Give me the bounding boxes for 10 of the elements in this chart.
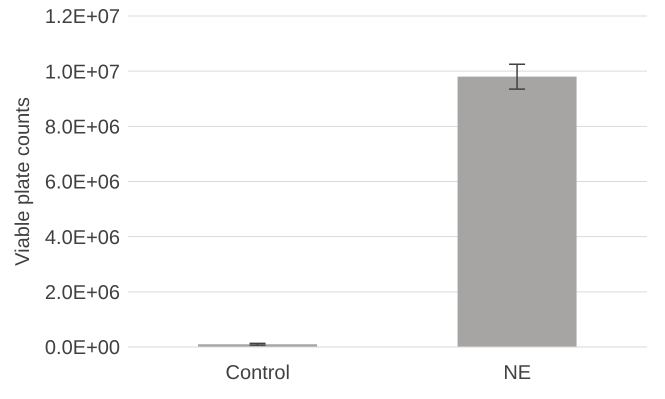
y-tick-label: 4.0E+06 (44, 226, 120, 249)
y-tick-label: 2.0E+06 (44, 282, 120, 304)
y-tick-label: 6.0E+06 (44, 172, 120, 194)
y-tick-label: 1.2E+07 (44, 6, 120, 28)
x-tick-label: NE (503, 362, 532, 384)
y-tick-label: 1.0E+07 (44, 61, 120, 84)
x-tick-label: Control (226, 362, 290, 384)
y-tick-label: 0.0E+00 (44, 337, 120, 360)
y-tick-label: 8.0E+06 (44, 116, 120, 138)
y-axis-title: Viable plate counts (12, 97, 34, 266)
